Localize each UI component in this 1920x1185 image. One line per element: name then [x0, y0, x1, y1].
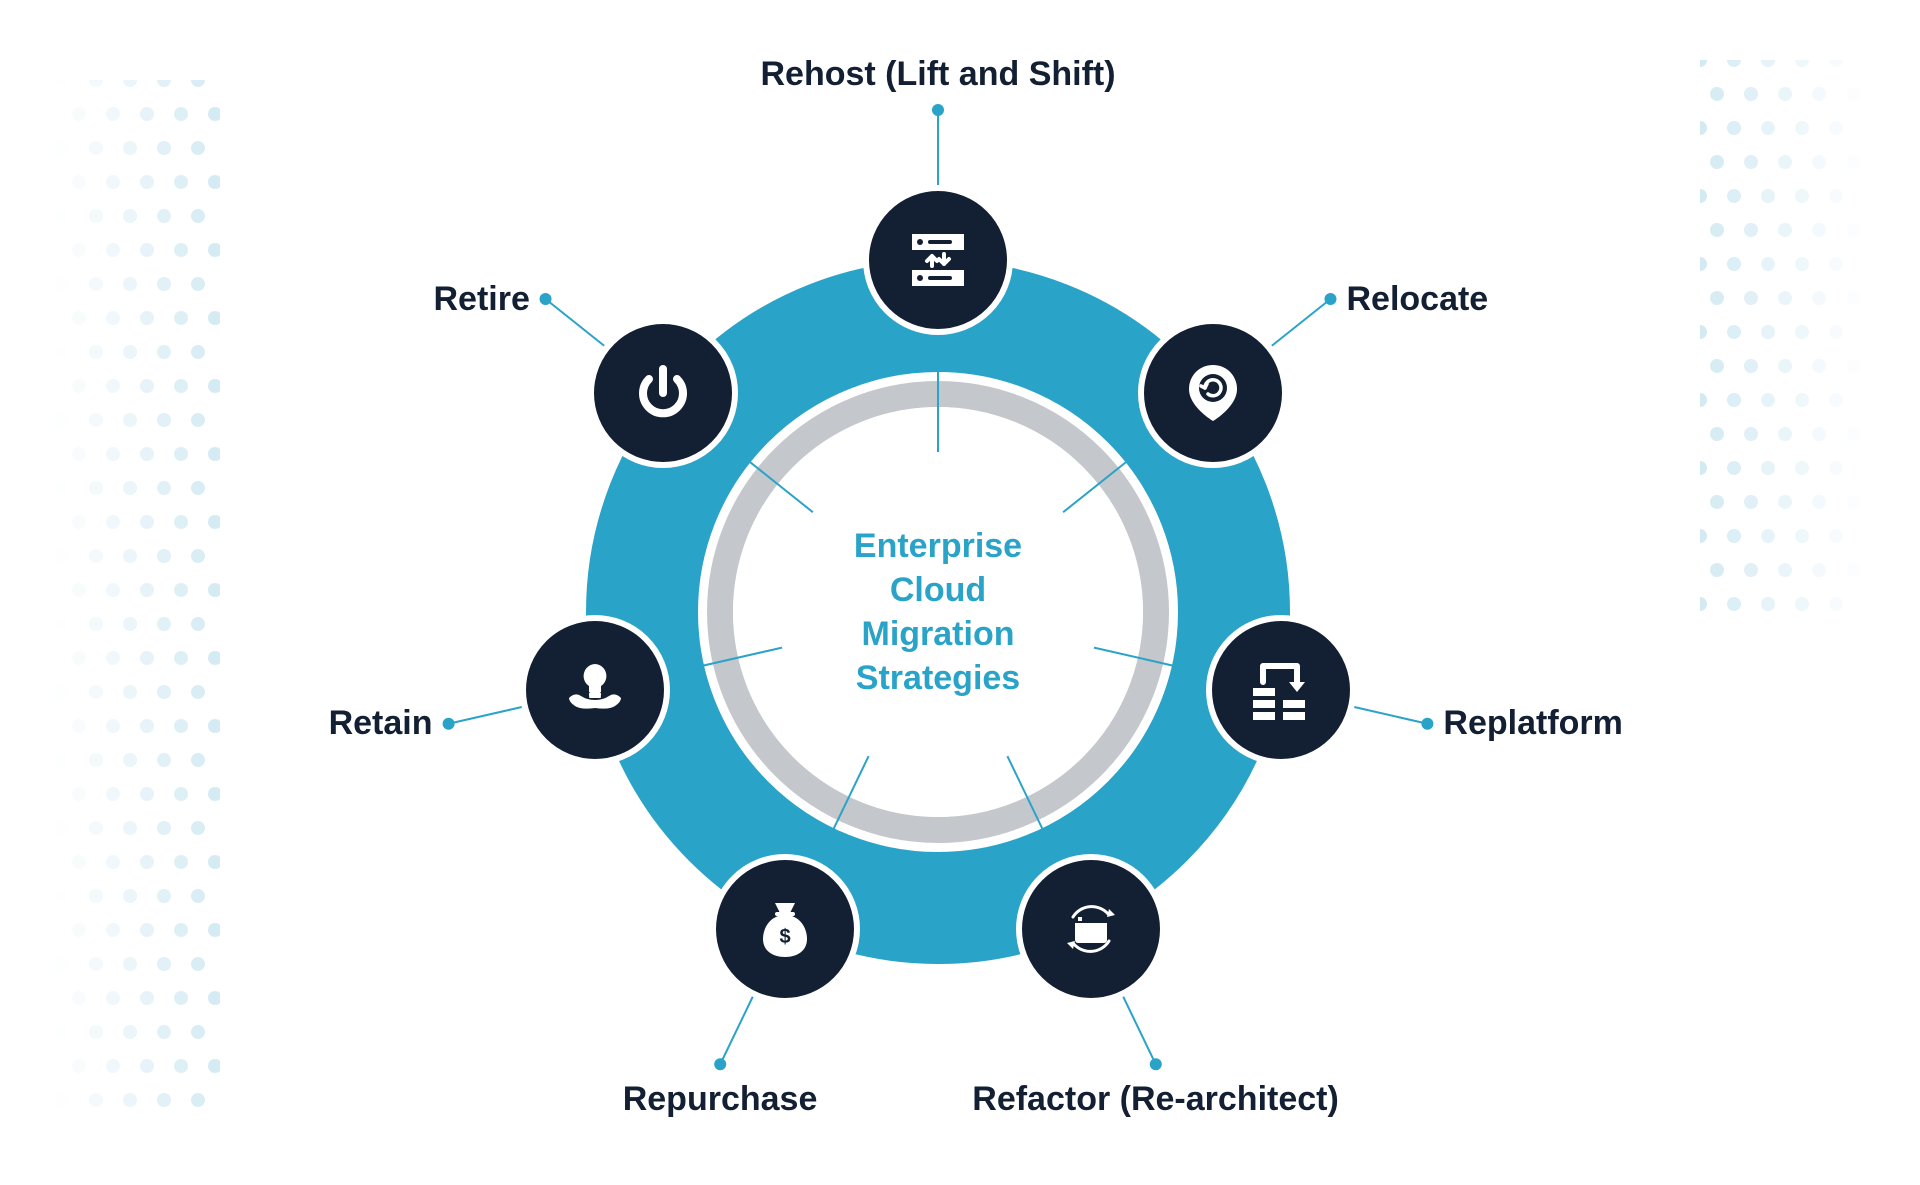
strategy-label-retire: Retire: [434, 280, 530, 319]
strategy-node-relocate: [1138, 318, 1288, 468]
strategy-node-refactor: [1016, 854, 1166, 1004]
strategy-node-replatform: [1206, 615, 1356, 765]
location-refresh-icon: [1181, 361, 1245, 425]
strategy-label-rehost: Rehost (Lift and Shift): [761, 55, 1116, 94]
diagram-stage: Enterprise Cloud Migration Strategies Reh…: [0, 0, 1920, 1185]
stacks-arrow-icon: [1249, 658, 1313, 722]
strategy-label-refactor: Refactor (Re-architect): [972, 1080, 1339, 1119]
strategy-node-rehost: [863, 185, 1013, 335]
server-transfer-icon: [906, 228, 970, 292]
strategy-label-replatform: Replatform: [1443, 704, 1622, 743]
svg-text:$: $: [780, 926, 791, 948]
code-cycle-icon: [1059, 897, 1123, 961]
strategy-label-repurchase: Repurchase: [623, 1080, 818, 1119]
strategy-node-retire: [588, 318, 738, 468]
money-bag-icon: $: [753, 897, 817, 961]
hands-bulb-icon: [563, 658, 627, 722]
strategy-label-relocate: Relocate: [1346, 280, 1488, 319]
center-title: Enterprise Cloud Migration Strategies: [738, 524, 1138, 701]
strategy-node-retain: [520, 615, 670, 765]
strategy-label-retain: Retain: [329, 704, 433, 743]
power-icon: [631, 361, 695, 425]
strategy-node-repurchase: $: [710, 854, 860, 1004]
